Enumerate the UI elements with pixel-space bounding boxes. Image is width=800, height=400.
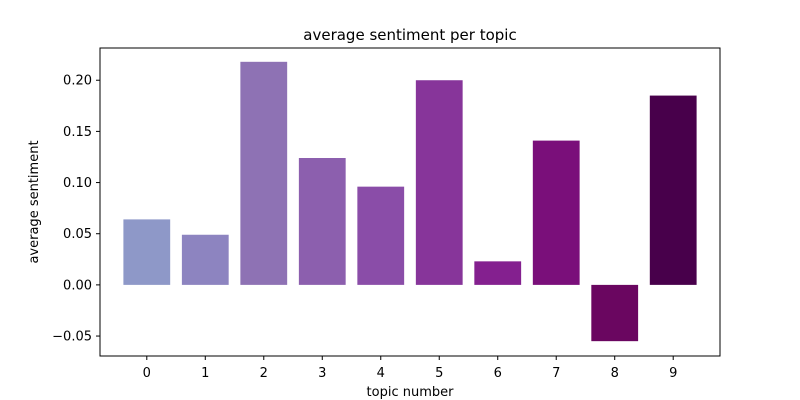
y-tick-label: 0.05: [63, 227, 92, 242]
bar-topic-8: [591, 284, 639, 342]
bar-topic-5: [415, 80, 463, 285]
bar-topic-1: [181, 234, 229, 285]
y-tick-label: 0.20: [63, 74, 92, 89]
bar-topic-3: [298, 158, 346, 285]
bar-topic-2: [240, 61, 288, 285]
x-tick-label: 0: [143, 366, 151, 381]
x-tick-label: 4: [377, 366, 385, 381]
y-axis: −0.05 0.00 0.05 0.10 0.15 0.20: [52, 74, 100, 345]
chart-title: average sentiment per topic: [303, 26, 516, 44]
bar-topic-0: [123, 219, 171, 285]
x-axis-label: topic number: [367, 385, 455, 400]
y-tick-label: −0.05: [52, 330, 92, 345]
x-tick-label: 3: [318, 366, 326, 381]
x-tick-label: 1: [201, 366, 209, 381]
x-tick-label: 9: [669, 366, 677, 381]
x-axis: 0 1 2 3 4 5 6 7 8 9: [143, 356, 677, 381]
x-tick-label: 7: [552, 366, 560, 381]
y-tick-label: 0.00: [63, 278, 92, 293]
x-tick-label: 5: [435, 366, 443, 381]
bar-topic-6: [474, 261, 522, 285]
bar-topic-7: [532, 140, 580, 285]
y-axis-label: average sentiment: [27, 140, 42, 263]
bar-topic-4: [357, 186, 405, 285]
x-tick-label: 6: [494, 366, 502, 381]
y-tick-label: 0.10: [63, 176, 92, 191]
x-tick-label: 2: [260, 366, 268, 381]
x-tick-label: 8: [611, 366, 619, 381]
bars-group: [123, 61, 697, 342]
y-tick-label: 0.15: [63, 125, 92, 140]
plot-frame: [99, 47, 721, 357]
bar-topic-9: [649, 95, 697, 285]
